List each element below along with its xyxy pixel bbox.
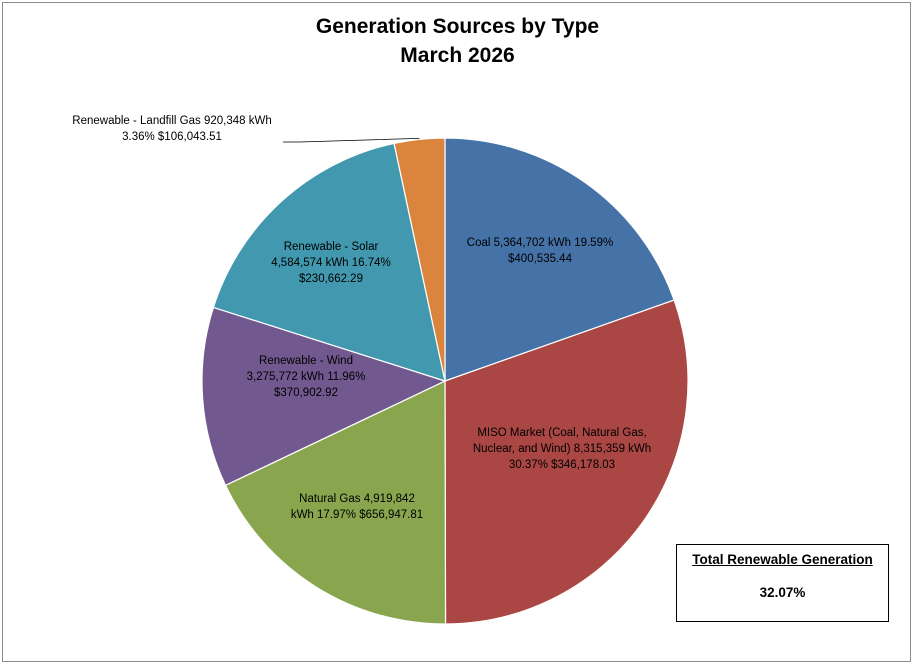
data-label-line: Renewable - Solar	[284, 241, 379, 253]
data-label-line: $370,902.92	[274, 387, 338, 399]
data-label-line: Nuclear, and Wind) 8,315,359 kWh	[473, 443, 651, 455]
chart-title: Generation Sources by Type	[315, 15, 600, 38]
data-label-line: kWh 17.97% $656,947.81	[291, 509, 423, 521]
data-label-renewable-landfill-gas: Renewable - Landfill Gas 920,348 kWh 3.36…	[72, 115, 271, 143]
data-label-line: $230,662.29	[299, 273, 363, 285]
leader-line-landfill-gas	[283, 137, 420, 143]
data-label-line: Renewable - Wind	[259, 355, 353, 367]
renewable-summary-title: Total Renewable Generation	[692, 552, 873, 567]
data-label-line: Coal 5,364,702 kWh 19.59%	[467, 237, 613, 249]
renewable-summary-value: 32.07%	[759, 585, 806, 600]
pie-slice-natural-gas	[224, 380, 447, 625]
data-label-line: 3.36% $106,043.51	[122, 131, 222, 143]
data-label-renewable-wind: Renewable - Wind 3,275,772 kWh 11.96% $370…	[247, 355, 366, 399]
chart-title-block: Generation Sources by Type March 2026	[0, 12, 915, 70]
data-label-renewable-solar: Renewable - Solar 4,584,574 kWh 16.74% $23…	[271, 241, 391, 285]
data-label-miso-market-coal-natural-gas-nuclear-and-wind: MISO Market (Coal, Natural Gas, Nuclear, …	[473, 427, 651, 471]
pie-slice-renewable-landfill-gas	[393, 137, 446, 382]
renewable-summary-box: Total Renewable Generation 32.07%	[676, 544, 889, 622]
data-label-coal: Coal 5,364,702 kWh 19.59% $400,535.44	[467, 237, 613, 265]
pie-slice-renewable-solar	[212, 142, 446, 382]
data-label-line: 3,275,772 kWh 11.96%	[247, 371, 366, 383]
chart-subtitle: March 2026	[400, 44, 515, 67]
data-label-line: MISO Market (Coal, Natural Gas,	[477, 427, 646, 439]
data-label-natural-gas: Natural Gas 4,919,842 kWh 17.97% $656,947…	[291, 493, 423, 521]
pie-slice-renewable-wind	[201, 306, 447, 487]
pie-slice-miso-market-coal-natural-gas-nuclear-and-wind	[444, 299, 689, 625]
data-label-line: Renewable - Landfill Gas 920,348 kWh	[72, 115, 271, 127]
data-label-line: Natural Gas 4,919,842	[299, 493, 415, 505]
data-label-line: 30.37% $346,178.03	[509, 459, 615, 471]
data-label-line: $400,535.44	[508, 253, 573, 265]
data-label-line: 4,584,574 kWh 16.74%	[271, 257, 391, 269]
